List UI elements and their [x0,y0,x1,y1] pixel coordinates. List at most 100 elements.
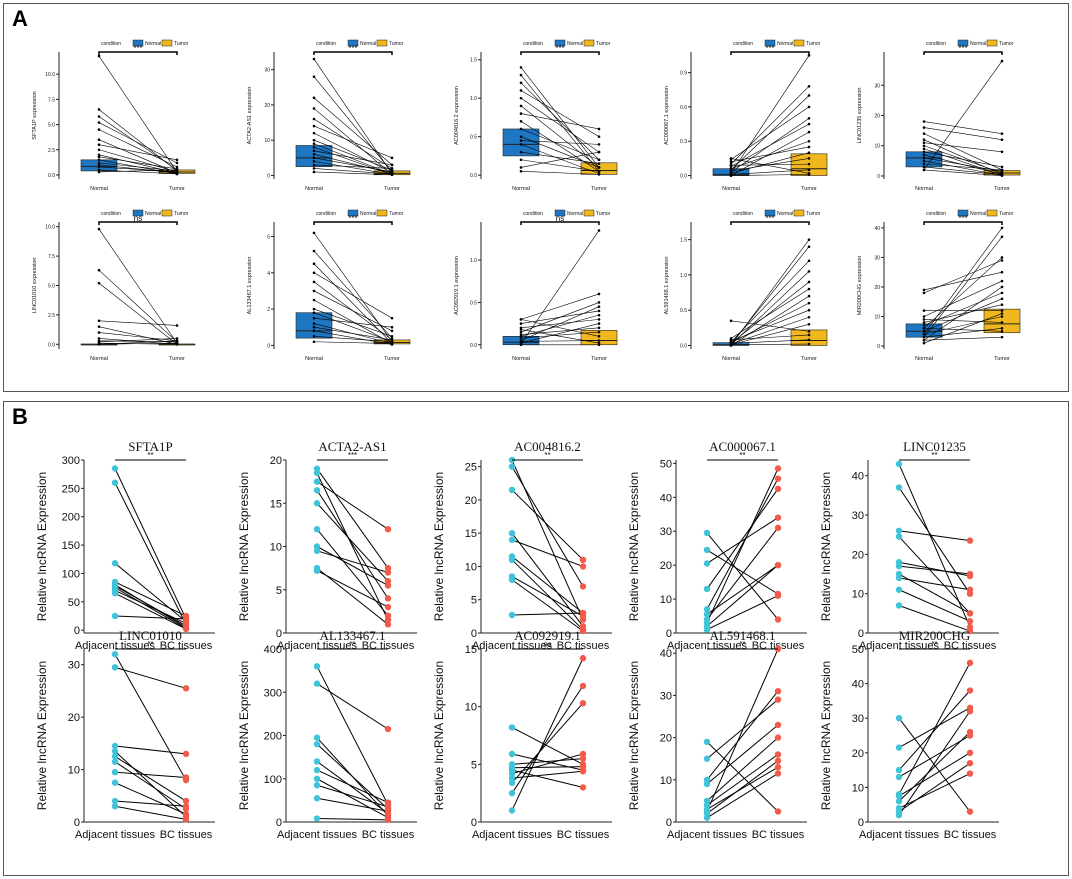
pair-line [898,762,971,813]
pair-line [520,113,600,130]
pair-line [98,129,178,168]
point-tumor [807,122,811,126]
y-tick-label: 40 [852,471,864,483]
sig-label: *** [348,451,357,460]
pair-line [313,157,393,173]
point-bc [966,610,974,617]
y-tick-label: 200 [62,512,80,524]
legend-label: Tumor [596,211,611,217]
y-tick-label: 0.0 [680,343,687,349]
point-adjacent [703,560,711,567]
point-tumor [1000,235,1004,239]
y-axis-label: AC092919.1 expression [454,256,460,315]
point-normal [97,54,101,58]
pair-line [923,316,1003,335]
point-normal [729,169,733,173]
point-tumor [807,94,811,97]
sig-label: ** [931,640,937,649]
point-adjacent [895,586,903,593]
point-adjacent [313,547,321,555]
legend-label: Tumor [999,41,1014,47]
legend-title: condition [316,41,336,47]
point-normal [729,163,733,167]
legend-swatch-normal [764,39,776,47]
y-tick-label: 0.5 [470,300,477,306]
point-normal [922,309,926,312]
point-normal [519,139,523,142]
pair-line [730,288,810,339]
sig-bracket [313,221,393,225]
pair-line [316,761,389,814]
point-tumor [175,158,179,162]
y-tick-label: 10 [270,542,282,554]
point-bc [966,659,974,667]
pair-line [520,144,600,174]
point-normal [97,331,101,334]
point-adjacent [703,529,711,537]
pair-line [520,314,600,337]
point-adjacent [895,792,903,800]
point-bc [774,465,782,472]
legend-label: Normal [970,41,986,47]
x-tick-label: Normal [512,186,530,192]
y-tick-label: 0 [267,343,270,349]
y-tick-label: 200 [264,731,282,743]
point-adjacent [895,715,903,722]
legend-swatch-normal [132,209,144,217]
sig-label: *** [958,214,967,223]
point-tumor [597,309,601,313]
point-tumor [175,161,179,165]
pair-line [511,770,584,779]
pair-line [898,577,971,591]
pair-line [706,564,779,627]
pair-line [313,161,393,175]
point-adjacent [508,789,516,797]
y-axis-label: Relative lncRNA Expression [627,661,641,810]
sig-label: ** [739,451,745,460]
pair-line [923,257,1003,329]
point-adjacent [313,815,321,822]
y-tick-label: 20 [660,560,672,572]
legend-label: Tumor [806,211,821,217]
point-tumor [1000,256,1004,259]
point-tumor [390,316,394,320]
point-normal [519,340,523,343]
pair-line [520,140,600,145]
pair-line [706,488,779,590]
point-normal [922,132,926,135]
pair-line [520,121,600,172]
pair-line [114,615,187,620]
pair-line [520,171,600,175]
pair-line [923,151,1003,168]
point-tumor [807,168,811,172]
point-bc [579,750,587,758]
point-normal [312,289,316,293]
pair-line [923,142,1003,153]
point-normal [312,57,316,61]
y-tick-label: 20 [874,114,880,120]
box-tumor [790,329,828,346]
pair-line [923,313,1003,344]
pair-line [520,327,600,335]
point-tumor [597,150,601,154]
point-normal [922,335,926,339]
pair-line [313,118,393,169]
pair-line [730,140,810,169]
point-bc [579,700,587,707]
pair-line [520,90,600,137]
point-normal [519,96,523,100]
point-bc [384,612,392,619]
point-tumor [1000,138,1004,141]
point-normal [519,328,523,331]
point-bc [579,655,587,662]
chart-7: 0 2 4 6 AL133467.1 expression Normal Tumor cond… [247,209,411,362]
legend-label: Tumor [174,211,189,217]
pair-line [98,338,178,343]
point-normal [922,288,926,292]
pair-line [98,122,178,164]
point-adjacent [313,487,321,494]
point-normal [312,340,316,344]
pair-line [923,298,1003,332]
legend-swatch-tumor [161,39,173,47]
pair-line [923,328,1003,338]
